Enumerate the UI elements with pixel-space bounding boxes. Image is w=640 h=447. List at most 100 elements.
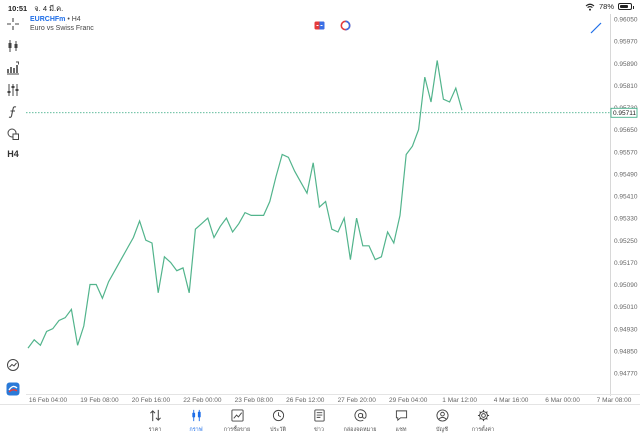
tab-account[interactable]: บัญชี [417,409,467,434]
x-tick-label: 22 Feb 00:00 [183,397,222,404]
function-icon [8,106,17,118]
y-tick-label: 0.94850 [614,348,638,355]
x-tick-label: 7 Mar 08:00 [597,397,632,404]
settings-sliders-tool[interactable] [5,82,21,98]
battery-percent: 78% [598,2,614,11]
tab-label: แชท [395,427,407,433]
quotes-icon [149,409,161,422]
y-tick-label: 0.95170 [614,260,638,267]
y-tick-label: 0.95410 [614,194,638,201]
tab-mailbox[interactable]: กล่องจดหมาย [335,409,385,434]
chat-icon [395,410,407,422]
one-click-trading-icon[interactable] [314,20,325,31]
status-time: 10:51 [8,4,28,13]
tab-label: กล่องจดหมาย [343,427,377,433]
x-tick-label: 27 Feb 20:00 [338,397,377,404]
tab-label: ราคา [148,427,162,433]
tab-label: บัญชี [436,427,448,433]
current-price-text: 0.95711 [613,110,636,117]
status-right: 78% [585,2,634,11]
tab-history[interactable]: ประวัติ [253,409,303,434]
y-tick-label: 0.95010 [614,304,638,311]
history-icon [272,409,284,422]
trade-levels-tool[interactable] [5,357,21,373]
timeframe-label: H4 [7,149,19,159]
x-tick-label: 26 Feb 12:00 [286,397,325,404]
indicators-icon [7,61,19,75]
chart-period: H4 [71,16,81,23]
battery-fill [620,5,628,8]
y-tick-label: 0.95650 [614,127,638,134]
settings-icon [477,409,489,422]
x-tick-label: 20 Feb 16:00 [132,397,171,404]
battery-tip [632,6,634,9]
crosshair-tool[interactable] [5,16,21,32]
current-price-label: 0.95711 [610,107,638,118]
y-tick-label: 0.95090 [614,282,638,289]
tab-label: การซื้อขาย [223,427,251,433]
symbol-description: Euro vs Swiss Franc [30,25,94,32]
account-icon [435,409,449,422]
trade-levels-icon [7,359,19,371]
bottom-tab-bar: ราคา กราฟ การซื้อขาย ประวัติ [0,404,640,447]
tab-news[interactable]: ข่าว [294,409,344,434]
symbol-separator: • [67,16,70,23]
y-tick-label: 0.95330 [614,216,638,223]
y-tick-label: 0.95810 [614,83,638,90]
y-tick-label: 0.94930 [614,326,638,333]
chart-type-tool[interactable] [5,38,21,54]
x-tick-label: 23 Feb 08:00 [235,397,274,404]
tab-settings[interactable]: การตั้งค่า [458,409,508,434]
x-tick-label: 6 Mar 00:00 [545,397,580,404]
candlestick-icon [8,40,18,52]
status-bar: 10:51 จ. 4 มี.ค. 78% [0,0,640,14]
timeframe-tool[interactable]: H4 [5,146,21,162]
x-tick-label: 19 Feb 08:00 [80,397,119,404]
battery-icon [618,3,634,10]
tab-label: ประวัติ [269,427,287,433]
y-tick-label: 0.95250 [614,238,638,245]
trade-icon [230,409,244,422]
mailbox-icon [353,409,367,422]
chart-header[interactable]: EURCHFm • H4 Euro vs Swiss Franc [30,15,94,33]
symbol-line[interactable]: EURCHFm • H4 [30,15,94,24]
y-tick-label: 0.96050 [614,17,638,24]
news-icon [313,409,325,422]
objects-icon [7,128,19,140]
draw-line-icon[interactable] [590,22,602,34]
price-series-line [27,60,463,349]
y-tick-label: 0.95570 [614,149,638,156]
x-tick-label: 4 Mar 16:00 [494,397,529,404]
y-tick-label: 0.95970 [614,39,638,46]
tab-chart[interactable]: กราฟ [171,409,221,434]
x-tick-label: 29 Feb 04:00 [389,397,428,404]
mt-logo-icon [6,382,20,396]
left-toolbar: H4 [0,14,26,397]
y-tick-label: 0.94770 [614,371,638,378]
wifi-icon [585,3,595,11]
x-tick-label: 1 Mar 12:00 [442,397,477,404]
y-tick-label: 0.95890 [614,61,638,68]
tab-label: กราฟ [189,427,203,433]
y-tick-label: 0.95490 [614,171,638,178]
objects-tool[interactable] [5,126,21,142]
price-axis[interactable]: 0.960500.959700.958900.958100.957300.956… [614,17,638,378]
status-left: 10:51 จ. 4 มี.ค. [8,3,63,15]
indicators-tool[interactable] [5,60,21,76]
mt-logo-button[interactable] [5,381,21,397]
current-price-box [610,107,638,118]
chart-icon [191,409,201,422]
tab-label: ข่าว [314,427,324,433]
time-axis[interactable]: 16 Feb 04:00 19 Feb 08:00 20 Feb 16:00 22 F… [29,397,632,404]
tab-quotes[interactable]: ราคา [130,409,180,434]
tab-chat[interactable]: แชท [376,409,426,434]
crosshair-icon [7,18,19,30]
x-tick-label: 16 Feb 04:00 [29,397,68,404]
function-tool[interactable] [5,104,21,120]
market-status-icon[interactable] [340,20,351,31]
symbol-name[interactable]: EURCHFm [30,16,66,23]
tab-trade[interactable]: การซื้อขาย [212,409,262,434]
status-date: จ. 4 มี.ค. [34,4,64,13]
